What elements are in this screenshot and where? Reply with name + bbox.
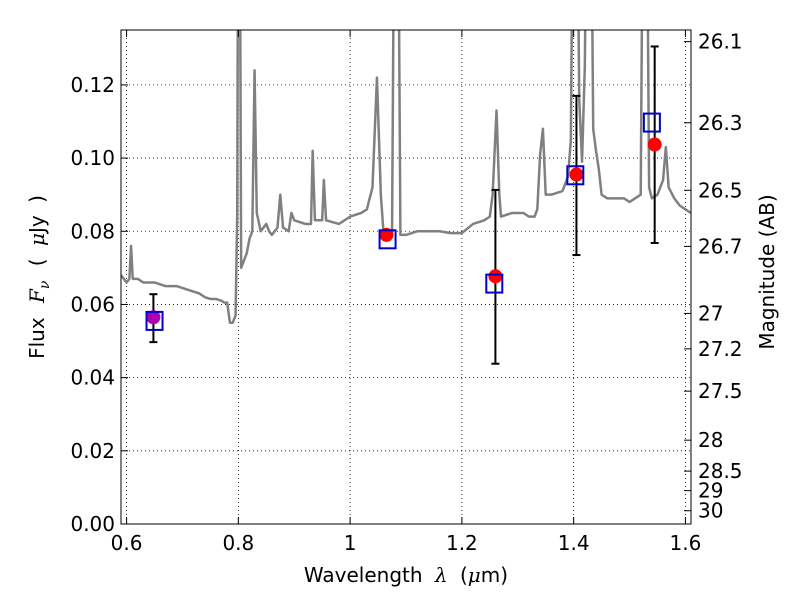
model-square [485, 273, 504, 294]
plot-frame [120, 29, 692, 525]
mag-tick-label: 27 [698, 301, 723, 325]
mag-tick-label: 26.1 [698, 30, 743, 54]
observed-point [569, 167, 584, 182]
x-tick-label: 0.8 [222, 531, 254, 555]
x-tick-label: 1.6 [670, 531, 702, 555]
y-tick-label: 0.02 [70, 439, 115, 463]
mag-tick-label: 26.5 [698, 178, 743, 202]
spectrum-line [121, 30, 691, 324]
model-square [378, 229, 397, 250]
observed-point [488, 269, 503, 284]
y-tick-label: 0.00 [70, 512, 115, 536]
x-tick-label: 0.6 [111, 531, 143, 555]
mag-tick-label: 28 [698, 428, 723, 452]
mag-tick-label: 28.5 [698, 459, 743, 483]
mag-tick-label: 27.5 [698, 379, 743, 403]
x-tick-label: 1.2 [446, 531, 478, 555]
mag-tick-label: 30 [698, 499, 723, 523]
y-axis-label: Flux Fν ( μJy ) [25, 195, 54, 359]
model-square [642, 112, 661, 133]
grid-lines [121, 30, 691, 525]
x-tick-label: 1 [344, 531, 357, 555]
mag-tick-label: 26.7 [698, 234, 743, 258]
model-square [566, 165, 585, 186]
observed-point [647, 137, 662, 152]
mag-tick-label: 26.3 [698, 111, 743, 135]
observed-point [379, 227, 394, 242]
y-tick-label: 0.04 [70, 366, 115, 390]
x-axis-label: Wavelength λ (μm) [304, 563, 508, 587]
x-tick-label: 1.4 [558, 531, 590, 555]
plot-area [121, 30, 691, 365]
y-tick-label: 0.12 [70, 73, 115, 97]
mag-tick-label: 29 [698, 479, 723, 503]
model-square [145, 310, 164, 331]
observed-point [146, 310, 161, 325]
axis-ticks: 0.6 0.8 1 1.2 1.4 1.6 0.00 0.02 0.04 0.06 0.08 0.10… [70, 30, 742, 555]
y-tick-label: 0.10 [70, 146, 115, 170]
y-tick-label: 0.08 [70, 219, 115, 243]
right-axis-label: Magnitude (AB) [755, 194, 779, 349]
mag-tick-label: 27.2 [698, 337, 743, 361]
y-tick-label: 0.06 [70, 292, 115, 316]
